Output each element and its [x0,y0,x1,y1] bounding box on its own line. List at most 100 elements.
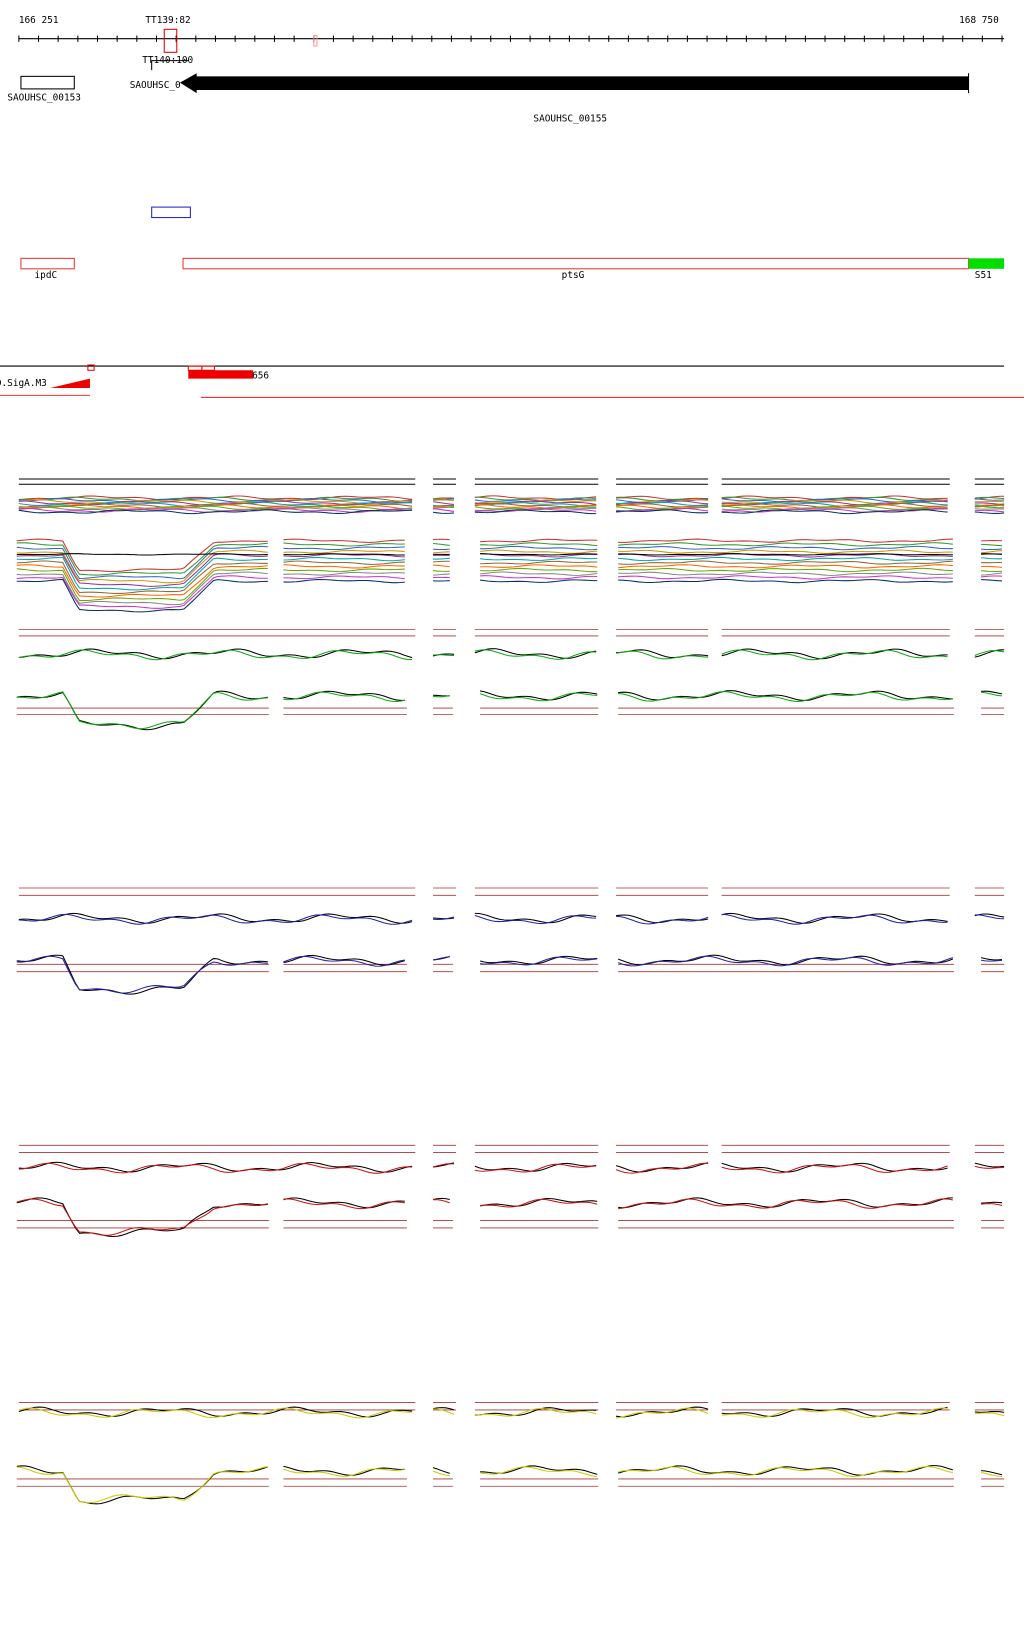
signal-trace [474,496,597,502]
signal-trace [432,1197,450,1200]
signal-trace [283,568,405,573]
signal-trace [974,509,1005,513]
signal-trace [981,565,1003,568]
signal-trace [16,575,268,609]
signal-trace [432,506,454,509]
signal-trace [474,1408,597,1417]
signal-trace [283,546,405,551]
signal-trace [474,498,597,503]
signal-trace [974,496,1005,500]
signal-trace [474,506,597,512]
signal-trace [981,1201,1003,1204]
signal-trace [981,691,1003,697]
signal-trace [432,695,450,698]
expression-tracks [16,478,1005,1505]
signal-trace [974,505,1005,509]
signal-trace [980,957,1003,961]
signal-trace [721,496,948,502]
reg-label: 656 [252,371,269,382]
signal-trace [480,564,598,568]
signal-trace [618,575,953,580]
signal-trace [721,912,948,924]
signal-trace [432,497,454,500]
signal-trace [432,560,450,563]
signal-trace [283,1197,405,1209]
signal-trace [18,1406,413,1418]
signal-trace [618,556,953,562]
signal-trace [480,560,598,565]
signal-trace [283,553,405,556]
signal-trace [721,504,948,510]
signal-trace [974,1412,1005,1417]
signal-trace [283,549,405,554]
signal-trace [474,1163,597,1173]
signal-trace [283,538,405,543]
signal-trace [618,538,953,543]
signal-trace [432,542,450,546]
reg-mark [187,365,203,371]
signal-trace [480,553,598,558]
signal-trace [616,1407,709,1419]
signal-trace [480,549,598,554]
signal-trace [981,1203,1003,1207]
signal-trace [480,1466,598,1478]
signal-trace [721,505,948,511]
signal-trace [616,495,709,500]
signal-trace [618,1197,953,1209]
signal-trace [974,498,1005,501]
signal-trace [283,575,405,580]
signal-trace [721,1407,948,1419]
signal-trace [432,508,455,512]
signal-trace [432,570,450,572]
annotation-label: ipdC [35,270,58,281]
signal-trace [433,1408,455,1415]
reg-mark [201,365,215,371]
reg-line [0,394,1024,398]
signal-trace [618,549,953,554]
signal-trace [432,1470,450,1477]
signal-trace [432,564,450,568]
signal-trace [480,571,598,576]
signal-trace [474,508,597,513]
signal-trace [16,545,268,580]
signal-trace [16,553,268,556]
gene-label: SAOUHSC_00153 [7,92,81,103]
signal-trace [981,575,1003,578]
signal-trace [16,954,268,995]
signal-trace [721,1164,948,1174]
signal-trace [618,1198,953,1210]
marker-small [313,35,318,47]
signal-trace [480,567,598,573]
signal-trace [480,545,598,551]
signal-trace [721,649,948,661]
signal-trace [283,564,405,569]
signal-trace [981,959,1003,962]
signal-trace [616,501,709,506]
signal-trace [16,564,268,598]
signal-trace [283,690,405,701]
gene-label: SAOUHSC_00155 [533,113,607,124]
signal-trace [480,1198,598,1208]
annotation-box [968,258,1005,269]
signal-trace [18,504,413,510]
signal-trace [479,692,598,702]
signal-trace [16,690,268,731]
signal-trace [974,914,1005,920]
signal-trace [618,571,953,576]
signal-trace [283,691,405,703]
signal-trace [615,1162,709,1173]
signal-trace [16,542,268,576]
signal-trace [433,916,455,920]
signal-trace [981,550,1003,554]
signal-trace [18,913,413,925]
reg-label: D.SigA.M3 [0,378,47,389]
signal-trace [618,560,953,565]
signal-trace [615,650,709,660]
signal-trace [981,1470,1003,1476]
signal-trace [283,955,405,967]
signal-trace [432,1163,454,1168]
ruler-marker: TT139:82 [145,15,190,26]
signal-trace [18,509,413,515]
signal-trace [981,543,1003,547]
signal-trace [618,542,953,547]
